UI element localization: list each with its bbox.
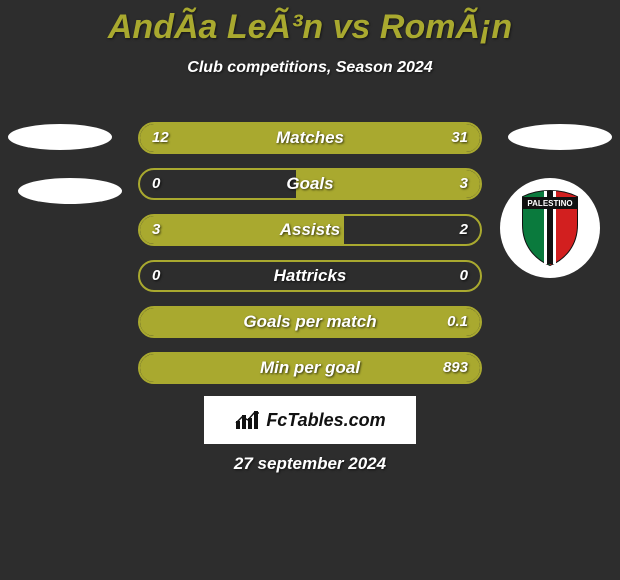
stat-bar: Goals0 3 bbox=[138, 168, 482, 200]
brand-badge: FcTables.com bbox=[204, 396, 416, 444]
chart-icon bbox=[234, 409, 260, 431]
bar-value-left: 0 bbox=[152, 170, 160, 198]
stat-bar: Assists3 2 bbox=[138, 214, 482, 246]
stat-bar: Goals per match0.1 bbox=[138, 306, 482, 338]
subtitle: Club competitions, Season 2024 bbox=[0, 59, 620, 77]
stat-bars: Matches1231Goals03Assists32Hattricks00Go… bbox=[138, 122, 482, 398]
avatar-left-top bbox=[8, 124, 112, 150]
avatar-left-bottom bbox=[18, 178, 122, 204]
bar-label: Hattricks bbox=[140, 262, 480, 290]
bar-value-right: 0 bbox=[460, 262, 468, 290]
bar-value-right: 893 bbox=[443, 354, 468, 382]
bar-label: Matches bbox=[140, 124, 480, 152]
bar-value-right: 3 bbox=[460, 170, 468, 198]
bar-label: Goals per match bbox=[140, 308, 480, 336]
date-label: 27 september 2024 bbox=[0, 454, 620, 474]
bar-value-left: 12 bbox=[152, 124, 169, 152]
bar-value-left: 0 bbox=[152, 262, 160, 290]
bar-value-right: 0.1 bbox=[447, 308, 468, 336]
team-badge: PALESTINO bbox=[500, 178, 600, 278]
shield-icon: PALESTINO bbox=[519, 189, 581, 267]
bar-value-right: 31 bbox=[451, 124, 468, 152]
stat-bar: Hattricks0 0 bbox=[138, 260, 482, 292]
stat-bar: Matches12 31 bbox=[138, 122, 482, 154]
bar-label: Goals bbox=[140, 170, 480, 198]
stat-bar: Min per goal893 bbox=[138, 352, 482, 384]
bar-label: Assists bbox=[140, 216, 480, 244]
badge-label: PALESTINO bbox=[527, 199, 572, 208]
avatar-right-top bbox=[508, 124, 612, 150]
bar-value-right: 2 bbox=[460, 216, 468, 244]
bar-value-left: 3 bbox=[152, 216, 160, 244]
brand-text: FcTables.com bbox=[266, 410, 385, 431]
bar-label: Min per goal bbox=[140, 354, 480, 382]
page-title: AndÃa LeÃ³n vs RomÃ¡n bbox=[0, 0, 620, 47]
